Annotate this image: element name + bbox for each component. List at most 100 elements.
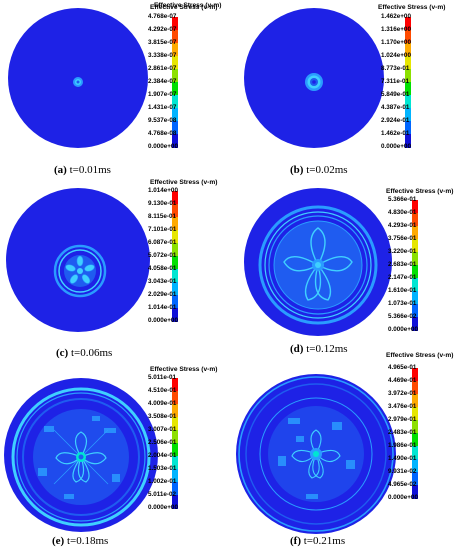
colorbar-segment [172, 243, 178, 257]
colorbar-tick-label: 0.000e+00 [148, 317, 178, 324]
colorbar-segment [412, 459, 418, 473]
colorbar-tick-label: 1.002e-01 [148, 478, 177, 485]
colorbar-tick-label: 5.011e-01 [148, 374, 177, 381]
colorbar-tick-label: 5.011e-02 [148, 491, 177, 498]
colorbar-segment [172, 134, 178, 148]
colorbar-tick-label: 1.170e+00 [381, 39, 411, 46]
colorbar-tick-label: 9.931e-02 [388, 468, 417, 475]
caption-time: t=0.06ms [70, 347, 113, 359]
colorbar-tick-label: 2.979e-01 [388, 416, 417, 423]
colorbar-segment [172, 378, 178, 392]
caption-time: t=0.12ms [306, 343, 348, 355]
colorbar-tick-label: 1.316e+00 [381, 26, 411, 33]
colorbar-segment [172, 430, 178, 444]
stress-disc-f [236, 374, 396, 534]
colorbar-tick-label: 0.000e+00 [148, 504, 178, 511]
colorbar-segment [412, 368, 418, 382]
colorbar-tick-label: 5.366e-02 [388, 313, 417, 320]
colorbar-title: Effective Stress (v-m) [386, 352, 454, 359]
colorbar-tick-label: 1.610e-01 [388, 287, 417, 294]
colorbar-tick-label: 1.024e+00 [381, 52, 411, 59]
caption-letter: (f) [290, 535, 301, 547]
colorbar-segment [172, 456, 178, 470]
colorbar-tick-label: 1.462e+00 [381, 13, 411, 20]
colorbar-tick-label: 3.043e-01 [148, 278, 177, 285]
colorbar-tick-label: 2.683e-01 [388, 261, 417, 268]
colorbar-tick-label: 2.029e-01 [148, 291, 177, 298]
colorbar-title: Effective Stress (v-m) [154, 2, 222, 9]
colorbar-tick-label: 3.476e-01 [388, 403, 417, 410]
colorbar-tick-label: 1.073e-01 [388, 300, 417, 307]
colorbar-segment [412, 304, 418, 318]
colorbar-segment [405, 95, 411, 109]
colorbar-tick-label: 2.924e-01 [381, 117, 410, 124]
colorbar-tick-label: 1.014e+00 [148, 187, 178, 194]
stress-disc-b [244, 8, 384, 148]
colorbar-title: Effective Stress (v-m) [150, 179, 218, 186]
colorbar-tick-label: 4.058e-01 [148, 265, 177, 272]
colorbar-segment [412, 291, 418, 305]
colorbar-segment [412, 317, 418, 331]
colorbar-segment [172, 469, 178, 483]
caption-letter: (d) [290, 343, 304, 355]
colorbar-segment [172, 121, 178, 135]
colorbar-tick-label: 3.220e-01 [388, 248, 417, 255]
colorbar-segment [412, 213, 418, 227]
colorbar-segment [405, 108, 411, 122]
colorbar-tick-label: 4.830e-01 [388, 209, 417, 216]
colorbar-tick-label: 4.965e-02 [388, 481, 417, 488]
colorbar-segment [412, 485, 418, 499]
colorbar-tick-label: 4.768e-08 [148, 130, 177, 137]
colorbar-segment [172, 82, 178, 96]
colorbar-tick-label: 4.009e-01 [148, 400, 177, 407]
caption-time: t=0.02ms [306, 164, 348, 176]
colorbar-tick-label: 7.101e-01 [148, 226, 177, 233]
colorbar-segment [172, 56, 178, 70]
colorbar-title: Effective Stress (v-m) [386, 188, 454, 195]
stress-disc-d [244, 188, 392, 336]
colorbar-segment [172, 482, 178, 496]
colorbar-tick-label: 2.004e-01 [148, 452, 177, 459]
colorbar-tick-label: 4.387e-01 [381, 104, 410, 111]
colorbar-segment [172, 30, 178, 44]
colorbar-segment [412, 407, 418, 421]
colorbar-segment [172, 443, 178, 457]
colorbar-tick-label: 4.469e-01 [388, 377, 417, 384]
colorbar-segment [412, 265, 418, 279]
colorbar-tick-label: 2.384e-07 [148, 78, 177, 85]
stress-disc-e [4, 378, 158, 532]
colorbar-segment [172, 204, 178, 218]
caption-e: (e) t=0.18ms [52, 535, 108, 547]
colorbar-segment [412, 420, 418, 434]
colorbar-title: Effective Stress (v-m) [150, 366, 218, 373]
caption-time: t=0.18ms [66, 535, 109, 547]
colorbar-tick-label: 0.000e+00 [388, 494, 418, 501]
colorbar-tick-label: 4.768e-07 [148, 13, 177, 20]
colorbar-tick-label: 5.072e-01 [148, 252, 177, 259]
colorbar-segment [172, 391, 178, 405]
colorbar-segment [172, 17, 178, 31]
colorbar-segment [412, 472, 418, 486]
stress-disc-c [6, 188, 150, 332]
colorbar-segment [172, 282, 178, 296]
colorbar-tick-label: 8.115e-01 [148, 213, 177, 220]
colorbar-segment [172, 295, 178, 309]
caption-a: (a) t=0.01ms [54, 164, 111, 176]
colorbar-segment [172, 230, 178, 244]
colorbar-segment [172, 417, 178, 431]
caption-f: (f) t=0.21ms [290, 535, 345, 547]
colorbar-segment [172, 191, 178, 205]
colorbar-segment [172, 43, 178, 57]
colorbar-tick-label: 1.462e-01 [381, 130, 410, 137]
caption-b: (b) t=0.02ms [290, 164, 348, 176]
colorbar-tick-label: 3.815e-07 [148, 39, 177, 46]
colorbar-segment [172, 404, 178, 418]
colorbar-segment [412, 433, 418, 447]
colorbar-tick-label: 2.861e-07 [148, 65, 177, 72]
colorbar-segment [405, 17, 411, 31]
colorbar-tick-label: 1.503e-01 [148, 465, 177, 472]
colorbar-tick-label: 2.147e-01 [388, 274, 417, 281]
colorbar-tick-label: 3.756e-01 [388, 235, 417, 242]
colorbar-tick-label: 0.000e+00 [388, 326, 418, 333]
colorbar-tick-label: 4.293e-01 [388, 222, 417, 229]
